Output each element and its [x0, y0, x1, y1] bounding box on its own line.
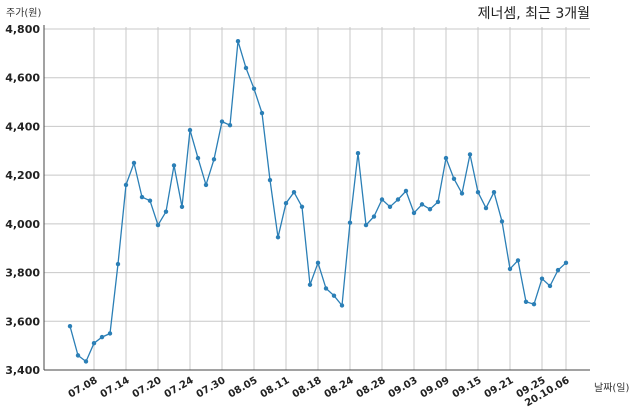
data-point	[155, 222, 161, 228]
data-point	[139, 194, 145, 200]
x-tick-label: 07.24	[163, 375, 196, 400]
data-point	[171, 163, 177, 168]
x-tick-label: 08.05	[227, 375, 260, 400]
y-tick-label: 3,600	[5, 315, 40, 328]
data-point	[347, 220, 353, 225]
chart-title: 제너셈, 최근 3개월	[478, 6, 590, 22]
y-axis-label: 주가(원)	[6, 7, 42, 19]
x-tick-label: 07.14	[99, 375, 132, 400]
data-point	[283, 200, 289, 206]
x-tick-label: 09.09	[419, 375, 452, 400]
x-tick-label: 09.03	[387, 375, 420, 400]
data-point	[187, 127, 193, 133]
data-point	[459, 191, 465, 196]
data-point	[475, 189, 481, 195]
y-tick-label: 4,200	[5, 169, 40, 182]
data-point	[419, 202, 425, 207]
data-point	[299, 204, 305, 210]
data-point	[363, 222, 369, 228]
data-point	[379, 197, 385, 202]
data-point	[435, 199, 441, 205]
data-point	[395, 197, 401, 202]
axes	[43, 25, 590, 371]
data-point	[531, 302, 537, 307]
grid	[44, 27, 590, 371]
x-tick-label: 09.21	[483, 375, 516, 400]
data-point	[483, 205, 489, 211]
y-tick-label: 3,800	[5, 267, 40, 280]
data-point	[99, 334, 105, 340]
data-point	[307, 282, 313, 287]
x-tick-label: 07.20	[131, 375, 164, 400]
data-point	[499, 219, 505, 224]
x-tick-label: 08.24	[323, 375, 356, 400]
y-tick-label: 3,400	[5, 364, 40, 377]
data-point	[355, 151, 361, 156]
x-tick-label: 07.30	[195, 375, 228, 400]
data-point	[443, 155, 449, 161]
x-tick-label: 08.28	[355, 375, 388, 400]
data-point	[515, 258, 521, 263]
data-point	[211, 157, 217, 162]
data-point	[323, 286, 329, 291]
x-tick-label: 09.15	[451, 375, 484, 400]
data-point	[291, 189, 297, 195]
data-point	[275, 235, 281, 240]
data-point	[251, 86, 257, 91]
data-point	[163, 209, 169, 214]
data-point	[371, 214, 377, 219]
data-point	[411, 210, 417, 216]
price-points	[67, 38, 569, 364]
data-point	[131, 160, 137, 166]
data-point	[539, 276, 545, 281]
data-point	[451, 176, 457, 181]
data-point	[147, 198, 153, 203]
data-point	[123, 182, 129, 188]
data-point	[507, 266, 513, 272]
x-tick-label: 07.08	[67, 375, 100, 400]
y-tick-label: 4,800	[5, 23, 40, 36]
data-point	[243, 65, 249, 71]
data-point	[219, 119, 225, 124]
y-tick-labels: 3,400 3,600 3,800 4,000 4,200 4,400 4,600 4,800	[5, 23, 40, 377]
data-point	[491, 189, 497, 195]
data-point	[563, 260, 569, 266]
data-point	[467, 152, 473, 157]
data-point	[235, 38, 241, 44]
x-tick-labels: 07.08 07.14 07.20 07.24 07.30 08.05 08.11 08.18…	[67, 375, 572, 409]
y-tick-label: 4,000	[5, 218, 40, 231]
data-point	[91, 341, 97, 346]
data-point	[259, 110, 265, 116]
data-point	[75, 353, 81, 358]
data-point	[203, 182, 209, 188]
y-tick-label: 4,600	[5, 72, 40, 85]
y-tick-label: 4,400	[5, 120, 40, 133]
data-point	[67, 323, 73, 329]
data-point	[331, 293, 337, 298]
data-point	[267, 177, 273, 183]
data-point	[555, 267, 561, 273]
data-point	[83, 359, 89, 364]
data-point	[387, 204, 393, 210]
x-tick-label: 08.18	[291, 375, 324, 400]
data-point	[339, 303, 345, 308]
data-point	[315, 260, 321, 266]
data-point	[115, 261, 121, 267]
data-point	[403, 188, 409, 194]
x-axis-label: 날짜(일)	[594, 382, 630, 394]
data-point	[195, 155, 201, 161]
data-point	[227, 123, 233, 128]
data-point	[523, 299, 529, 304]
data-point	[427, 207, 433, 212]
x-tick-label: 08.11	[259, 375, 292, 400]
data-point	[547, 283, 553, 289]
data-point	[107, 331, 113, 336]
data-point	[179, 204, 185, 210]
